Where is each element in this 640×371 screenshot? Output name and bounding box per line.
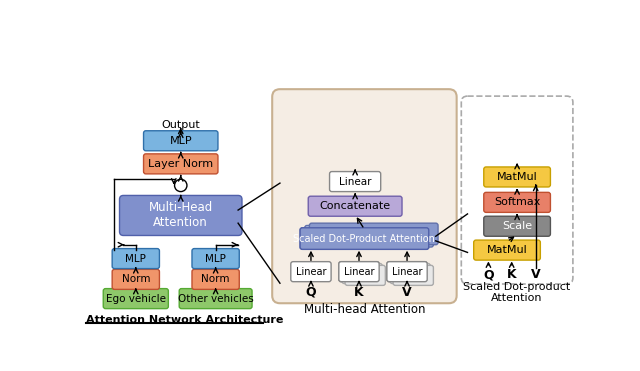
Text: Q: Q bbox=[306, 286, 316, 299]
FancyBboxPatch shape bbox=[272, 89, 457, 303]
Text: Output: Output bbox=[161, 120, 200, 130]
FancyBboxPatch shape bbox=[342, 263, 382, 283]
Text: MatMul: MatMul bbox=[486, 245, 527, 255]
FancyBboxPatch shape bbox=[387, 262, 428, 282]
Text: K: K bbox=[507, 268, 516, 281]
Text: MLP: MLP bbox=[125, 254, 146, 263]
Text: Ego vehicle: Ego vehicle bbox=[106, 293, 166, 303]
Text: Linear: Linear bbox=[339, 177, 371, 187]
Text: Linear: Linear bbox=[344, 267, 374, 277]
FancyBboxPatch shape bbox=[112, 269, 159, 289]
Text: Linear: Linear bbox=[392, 267, 422, 277]
FancyBboxPatch shape bbox=[484, 216, 550, 236]
FancyBboxPatch shape bbox=[112, 249, 159, 269]
FancyBboxPatch shape bbox=[192, 249, 239, 269]
Text: MLP: MLP bbox=[205, 254, 226, 263]
FancyBboxPatch shape bbox=[179, 289, 252, 309]
FancyBboxPatch shape bbox=[120, 196, 242, 236]
FancyBboxPatch shape bbox=[339, 262, 379, 282]
Text: V: V bbox=[402, 286, 412, 299]
Text: Linear: Linear bbox=[296, 267, 326, 277]
FancyBboxPatch shape bbox=[143, 131, 218, 151]
Text: Multi-Head
Attention: Multi-Head Attention bbox=[148, 201, 213, 229]
FancyBboxPatch shape bbox=[390, 263, 430, 283]
FancyBboxPatch shape bbox=[300, 228, 429, 249]
FancyBboxPatch shape bbox=[484, 167, 550, 187]
FancyBboxPatch shape bbox=[474, 240, 540, 260]
Text: Attention Network Architecture: Attention Network Architecture bbox=[86, 315, 284, 325]
Circle shape bbox=[175, 179, 187, 191]
FancyBboxPatch shape bbox=[143, 154, 218, 174]
Text: Other vehicles: Other vehicles bbox=[178, 293, 253, 303]
FancyBboxPatch shape bbox=[461, 96, 573, 284]
Text: Concatenate: Concatenate bbox=[319, 201, 390, 211]
FancyBboxPatch shape bbox=[192, 269, 239, 289]
FancyBboxPatch shape bbox=[309, 223, 438, 245]
FancyBboxPatch shape bbox=[330, 171, 381, 191]
FancyBboxPatch shape bbox=[345, 265, 385, 285]
FancyBboxPatch shape bbox=[339, 262, 379, 282]
Text: K: K bbox=[354, 286, 364, 299]
FancyBboxPatch shape bbox=[305, 226, 433, 247]
Text: MatMul: MatMul bbox=[497, 172, 538, 182]
Text: Scaled Dot-product
Attention: Scaled Dot-product Attention bbox=[463, 282, 571, 303]
Text: Norm: Norm bbox=[202, 275, 230, 284]
Text: V: V bbox=[531, 268, 541, 281]
FancyBboxPatch shape bbox=[393, 265, 433, 285]
Text: Scale: Scale bbox=[502, 221, 532, 231]
Text: Q: Q bbox=[483, 268, 493, 281]
Text: Softmax: Softmax bbox=[494, 197, 540, 207]
FancyBboxPatch shape bbox=[387, 262, 428, 282]
Text: MLP: MLP bbox=[170, 136, 192, 146]
Text: Multi-head Attention: Multi-head Attention bbox=[303, 303, 425, 316]
Text: Layer Norm: Layer Norm bbox=[148, 159, 213, 169]
Text: Scaled Dot-Product Attention: Scaled Dot-Product Attention bbox=[294, 234, 435, 243]
FancyBboxPatch shape bbox=[300, 228, 429, 249]
FancyBboxPatch shape bbox=[103, 289, 168, 309]
Text: Norm: Norm bbox=[122, 275, 150, 284]
FancyBboxPatch shape bbox=[484, 192, 550, 212]
FancyBboxPatch shape bbox=[291, 262, 331, 282]
FancyBboxPatch shape bbox=[308, 196, 402, 216]
